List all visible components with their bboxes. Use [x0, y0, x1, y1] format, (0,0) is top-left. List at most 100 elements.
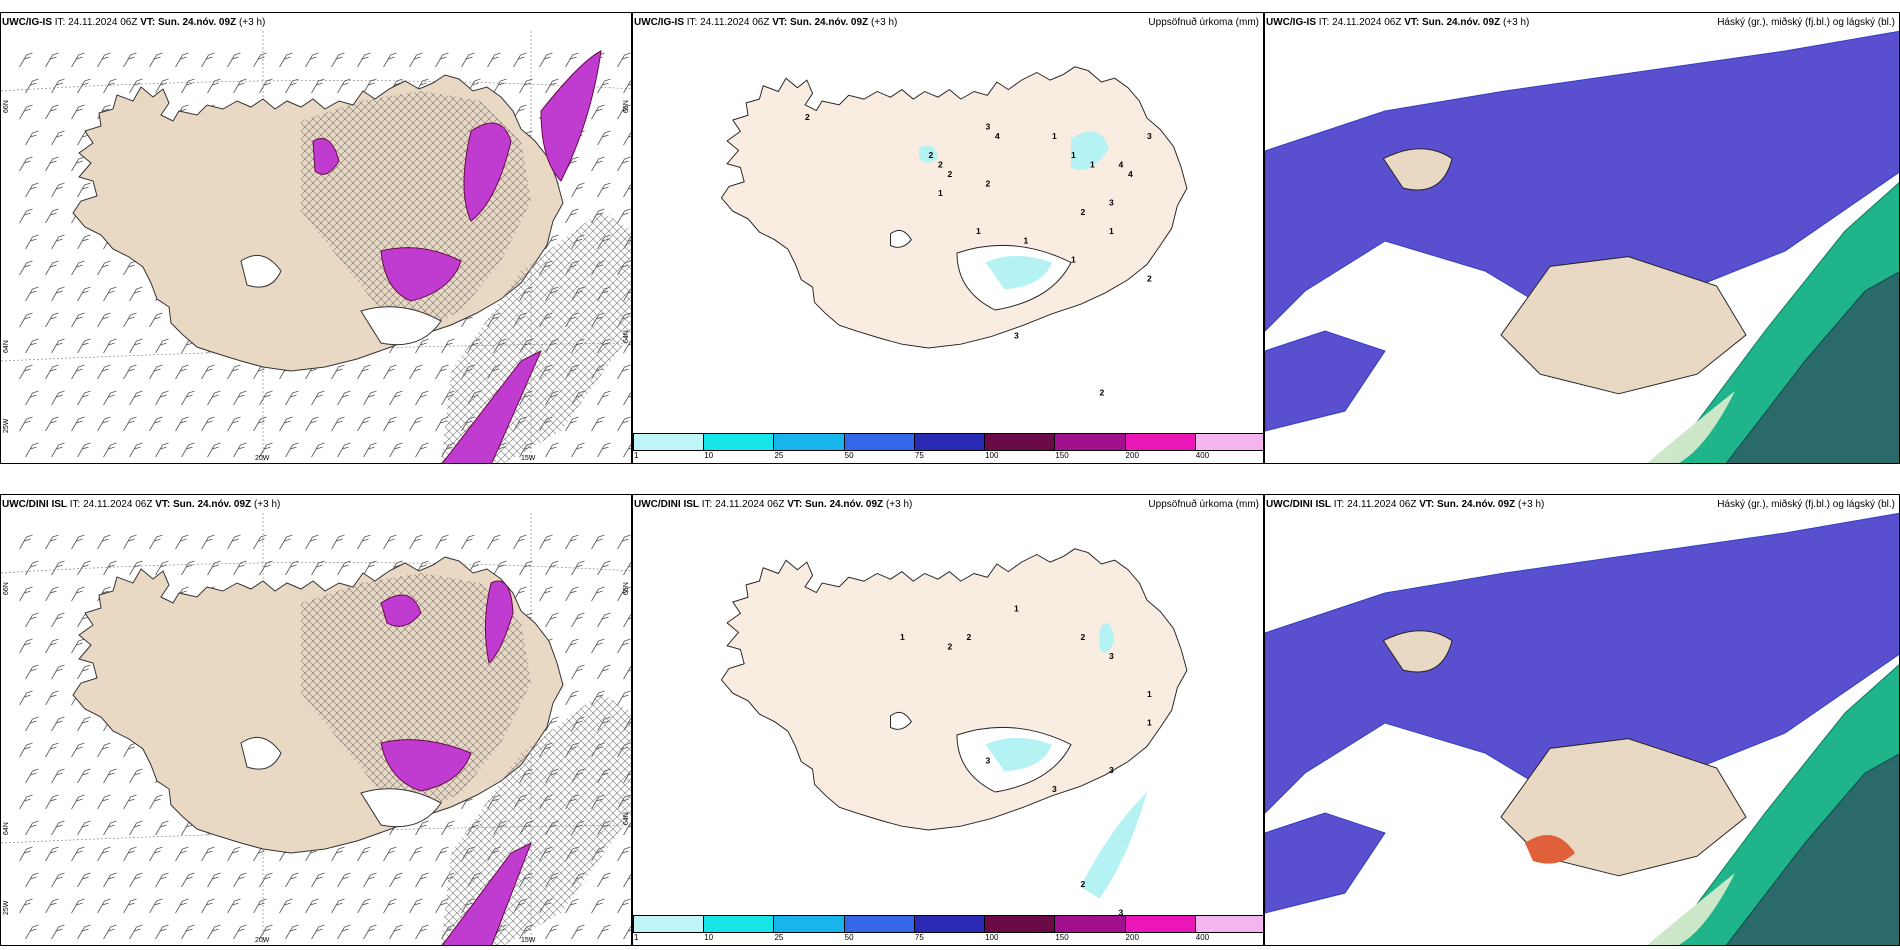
wind-barb [597, 182, 611, 198]
precip-cell [380, 594, 422, 627]
wind-barb [337, 390, 351, 406]
wind-barb [51, 182, 65, 198]
cloud-hatch [441, 693, 631, 945]
wind-barb [597, 78, 611, 94]
lat-label: 66N [623, 100, 630, 113]
wind-barb [571, 182, 585, 198]
wind-barb [227, 534, 241, 550]
wind-barb [25, 924, 39, 940]
colorbar-tick: 50 [844, 933, 854, 942]
colorbar-swatch [843, 915, 915, 933]
iceland-group: 1 1 2 2 2 3 1 1 3 3 3 2 3 [720, 548, 1188, 918]
wind-barb [279, 416, 293, 432]
wind-barb [19, 846, 33, 862]
wind-barb [175, 898, 189, 914]
colorbar-tick: 25 [774, 451, 784, 460]
precip-value: 2 [986, 179, 991, 189]
precip-value: 3 [1147, 131, 1152, 141]
high-cloud [1265, 31, 1899, 332]
wind-barb [337, 872, 351, 888]
wind-barb [305, 898, 319, 914]
wind-barb [331, 416, 345, 432]
wind-barb [617, 586, 631, 602]
wind-barb [571, 664, 585, 680]
colorbar-swatch [1194, 433, 1263, 451]
panel-precip-map-row1: UWC/IG-IS IT: 24.11.2024 06Z VT: Sun. 24… [632, 12, 1264, 464]
wind-barb [487, 534, 501, 550]
wind-barb [71, 586, 85, 602]
wind-barb [409, 898, 423, 914]
wind-barb [279, 52, 293, 68]
parallel-line [1, 80, 631, 92]
wind-barb [311, 78, 325, 94]
wind-barb [279, 534, 293, 550]
wind-barb [389, 390, 403, 406]
precip-value: 1 [1071, 255, 1076, 265]
colorbar-tick: 1 [634, 933, 639, 942]
wind-barb [565, 586, 579, 602]
colorbar-swatch [984, 915, 1056, 933]
wind-barb [617, 690, 631, 706]
wind-barb [71, 312, 85, 328]
rain-area [1071, 131, 1109, 170]
precip-value: 2 [1147, 274, 1152, 284]
wind-barb [253, 534, 267, 550]
wind-barb [565, 52, 579, 68]
precip-cell [463, 122, 512, 222]
precip-value: 3 [1052, 784, 1057, 794]
wind-barb [617, 416, 631, 432]
lat-label: 64N [623, 330, 630, 343]
precip-value: 1 [1090, 160, 1095, 170]
wind-barb [45, 208, 59, 224]
wind-barb [97, 52, 111, 68]
wind-barb [175, 416, 189, 432]
iceland-land [1382, 148, 1453, 191]
cloud-map [1265, 513, 1899, 945]
wind-barb [45, 586, 59, 602]
iceland-land [1500, 256, 1747, 395]
wind-barb [623, 666, 631, 680]
wind-barb [383, 534, 397, 550]
wind-barb [623, 926, 631, 940]
wind-barb [597, 442, 611, 458]
wind-barb [233, 560, 247, 576]
wind-barb [461, 52, 475, 68]
wind-barb [19, 690, 33, 706]
wind-barb [363, 924, 377, 940]
wind-barb [123, 898, 137, 914]
wind-barb [103, 820, 117, 836]
lat-label: 66N [3, 100, 10, 113]
wind-barb [77, 286, 91, 302]
wind-barb [259, 78, 273, 94]
precip-cell [441, 841, 532, 945]
colorbar-tick: 10 [704, 451, 714, 460]
wind-barb [207, 442, 221, 458]
wind-barb [77, 872, 91, 888]
high-cloud [1265, 330, 1386, 432]
wind-barb [305, 416, 319, 432]
wind-barb [175, 52, 189, 68]
precip-cell [484, 580, 514, 664]
precip-value: 3 [1109, 198, 1114, 208]
wind-barb [19, 364, 33, 380]
wind-barb [435, 52, 449, 68]
wind-barb [45, 52, 59, 68]
wind-barb [409, 416, 423, 432]
cloud-map [1265, 31, 1899, 463]
wind-barb [383, 846, 397, 862]
wind-barb [97, 534, 111, 550]
wind-barb [591, 638, 605, 654]
lat-label: 64N [3, 340, 10, 353]
cloud-title: Háský (gr.), miðský (fj.bl.) og lágský (… [1717, 17, 1895, 28]
wind-barb [25, 872, 39, 888]
high-cloud [1265, 513, 1899, 814]
wind-barb [155, 442, 169, 458]
wind-barb [227, 364, 241, 380]
wind-barb [597, 560, 611, 576]
wind-barb [409, 364, 423, 380]
rain-area [1080, 792, 1147, 899]
wind-barb [25, 78, 39, 94]
wind-barb [617, 364, 631, 380]
wind-barb [97, 312, 111, 328]
wind-barb [97, 742, 111, 758]
